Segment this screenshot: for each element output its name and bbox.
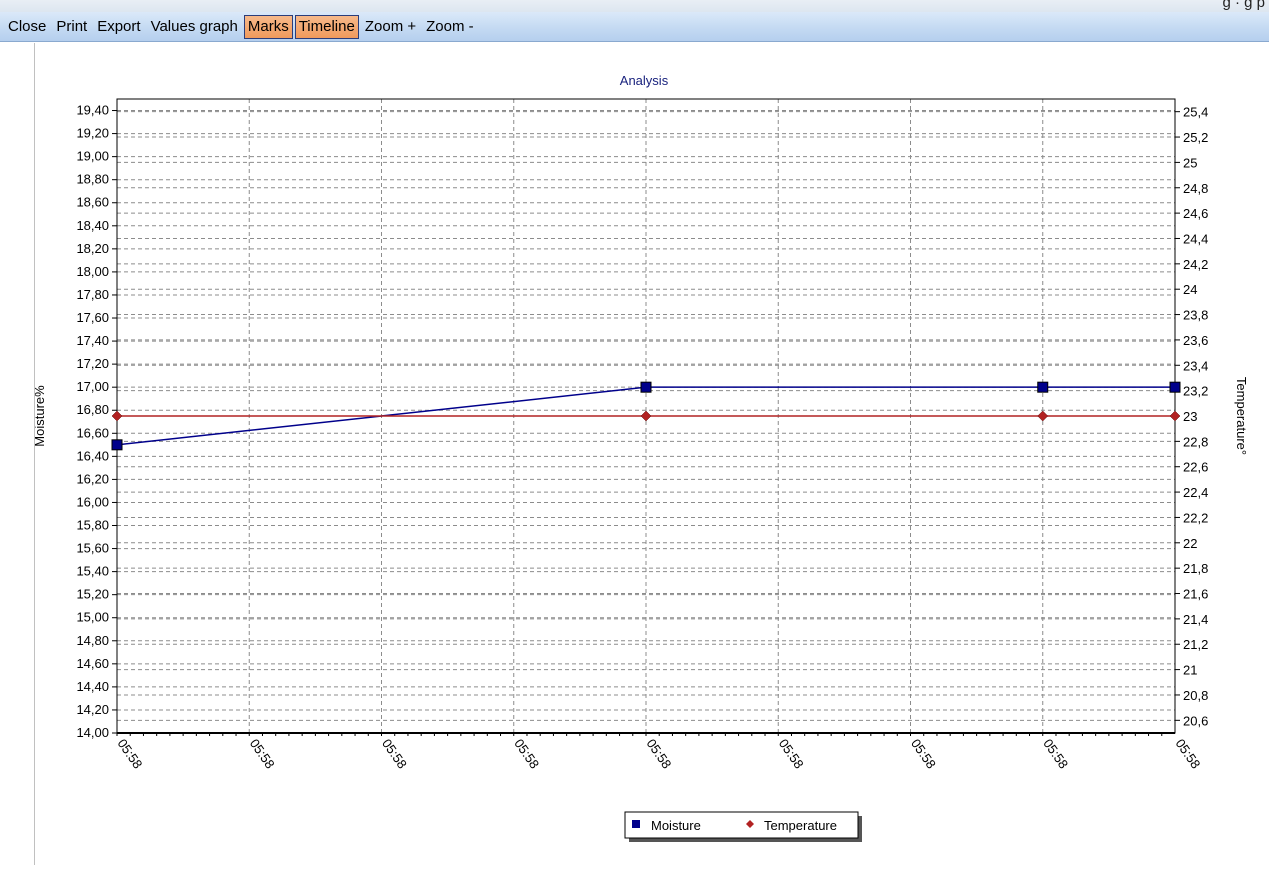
timeline-toggle[interactable]: Timeline: [294, 14, 359, 39]
y-right-tick-label: 22,2: [1183, 510, 1208, 525]
y-left-tick-label: 15,00: [76, 610, 109, 625]
y-right-tick-label: 24: [1183, 282, 1197, 297]
y-right-tick-label: 23,4: [1183, 358, 1208, 373]
toolbar: Close Print Export Values graph Marks Ti…: [0, 12, 1269, 42]
y-left-tick-label: 18,80: [76, 172, 109, 187]
y-left-tick-label: 18,60: [76, 195, 109, 210]
y-left-tick-label: 16,00: [76, 494, 109, 509]
y-left-tick-label: 17,20: [76, 356, 109, 371]
y-left-tick-label: 19,00: [76, 149, 109, 164]
y-left-tick-label: 15,20: [76, 587, 109, 602]
y-left-tick-label: 17,80: [76, 287, 109, 302]
y-left-tick-label: 16,40: [76, 448, 109, 463]
y-left-tick-label: 18,20: [76, 241, 109, 256]
series: [111, 381, 1181, 451]
y-left-tick-label: 17,60: [76, 310, 109, 325]
x-tick-label: 05:58: [1040, 736, 1071, 771]
window-title-fragment: g · g p: [1222, 0, 1265, 11]
values-graph-button[interactable]: Values graph: [150, 17, 238, 35]
chart-panel: 14,00 14,20 14,40 14,60 14,80 15,00 15,20 15,40…: [32, 43, 1269, 865]
chart-title: Analysis: [620, 73, 669, 88]
x-tick-label: 05:58: [644, 736, 675, 771]
data-point-temperature: [1037, 410, 1049, 422]
print-button[interactable]: Print: [56, 17, 88, 35]
y-right-tick-label: 23,6: [1183, 333, 1208, 348]
y-right-tick-label: 24,6: [1183, 206, 1208, 221]
y-right-tick-label: 20,6: [1183, 713, 1208, 728]
legend-temperature-label: Temperature: [764, 818, 837, 833]
legend-temperature-marker: [746, 820, 754, 828]
zoom-out-button[interactable]: Zoom -: [426, 17, 474, 35]
data-point-temperature: [1169, 410, 1181, 422]
y-right-tick-label: 24,2: [1183, 257, 1208, 272]
data-point-moisture: [1169, 381, 1181, 393]
y-left-tick-label: 17,40: [76, 333, 109, 348]
y-right-tick-label: 23,8: [1183, 308, 1208, 323]
export-button[interactable]: Export: [97, 17, 141, 35]
y-right-tick-label: 21,8: [1183, 561, 1208, 576]
y-left-tick-label: 14,20: [76, 702, 109, 717]
marks-toggle[interactable]: Marks: [243, 14, 293, 39]
y-left-tick-label: 14,80: [76, 633, 109, 648]
y-right-tick-label: 25,4: [1183, 105, 1208, 120]
y-right-tick-label: 22: [1183, 536, 1197, 551]
y-right-tick-label: 22,8: [1183, 434, 1208, 449]
y-left-tick-label: 14,60: [76, 656, 109, 671]
y-right-tick-label: 20,8: [1183, 688, 1208, 703]
x-tick-label: 05:58: [379, 736, 410, 771]
y-left-tick-label: 19,20: [76, 126, 109, 141]
x-tick-label: 05:58: [1173, 736, 1204, 771]
y-right-tick-label: 23: [1183, 409, 1197, 424]
x-tick-label: 05:58: [115, 736, 146, 771]
legend-moisture-marker: [632, 820, 640, 828]
data-point-moisture: [640, 381, 652, 393]
data-point-moisture: [1037, 381, 1049, 393]
y-left-tick-label: 15,80: [76, 518, 109, 533]
x-tick-label: 05:58: [511, 736, 542, 771]
y-right-tick-label: 25: [1183, 155, 1197, 170]
y-right-tick-label: 21,2: [1183, 637, 1208, 652]
axes: 14,00 14,20 14,40 14,60 14,80 15,00 15,20 15,40…: [76, 98, 1208, 771]
x-tick-label: 05:58: [776, 736, 807, 771]
y-left-tick-label: 15,40: [76, 564, 109, 579]
y-left-tick-label: 16,80: [76, 402, 109, 417]
y-left-tick-label: 15,60: [76, 541, 109, 556]
y-right-tick-label: 21: [1183, 663, 1197, 678]
y-right-tick-label: 22,6: [1183, 460, 1208, 475]
legend: Moisture Temperature: [624, 811, 862, 842]
y-left-tick-label: 16,20: [76, 471, 109, 486]
y-left-tick-label: 16,60: [76, 425, 109, 440]
data-point-moisture: [111, 439, 123, 451]
y-right-tick-label: 22,4: [1183, 485, 1208, 500]
data-point-temperature: [640, 410, 652, 422]
y-right-tick-label: 21,6: [1183, 587, 1208, 602]
y-right-tick-label: 21,4: [1183, 612, 1208, 627]
y-axis-right-label: Temperature°: [1234, 377, 1249, 455]
y-left-tick-label: 17,00: [76, 379, 109, 394]
x-tick-label: 05:58: [908, 736, 939, 771]
y-right-tick-label: 23,2: [1183, 384, 1208, 399]
y-left-tick-label: 19,40: [76, 103, 109, 118]
y-left-tick-label: 18,00: [76, 264, 109, 279]
legend-moisture-label: Moisture: [651, 818, 701, 833]
y-right-tick-label: 24,8: [1183, 181, 1208, 196]
y-left-tick-label: 18,40: [76, 218, 109, 233]
y-left-tick-label: 14,40: [76, 679, 109, 694]
window-titlebar: g · g p: [0, 0, 1269, 12]
y-right-tick-label: 25,2: [1183, 130, 1208, 145]
x-tick-label: 05:58: [247, 736, 278, 771]
legend-box: [624, 811, 859, 839]
data-point-temperature: [111, 410, 123, 422]
y-left-tick-label: 14,00: [76, 725, 109, 740]
zoom-in-button[interactable]: Zoom +: [364, 17, 417, 35]
y-axis-left-label: Moisture%: [35, 385, 47, 447]
close-button[interactable]: Close: [8, 17, 47, 35]
y-right-tick-label: 24,4: [1183, 231, 1208, 246]
analysis-chart: 14,00 14,20 14,40 14,60 14,80 15,00 15,20 15,40…: [32, 73, 1249, 842]
